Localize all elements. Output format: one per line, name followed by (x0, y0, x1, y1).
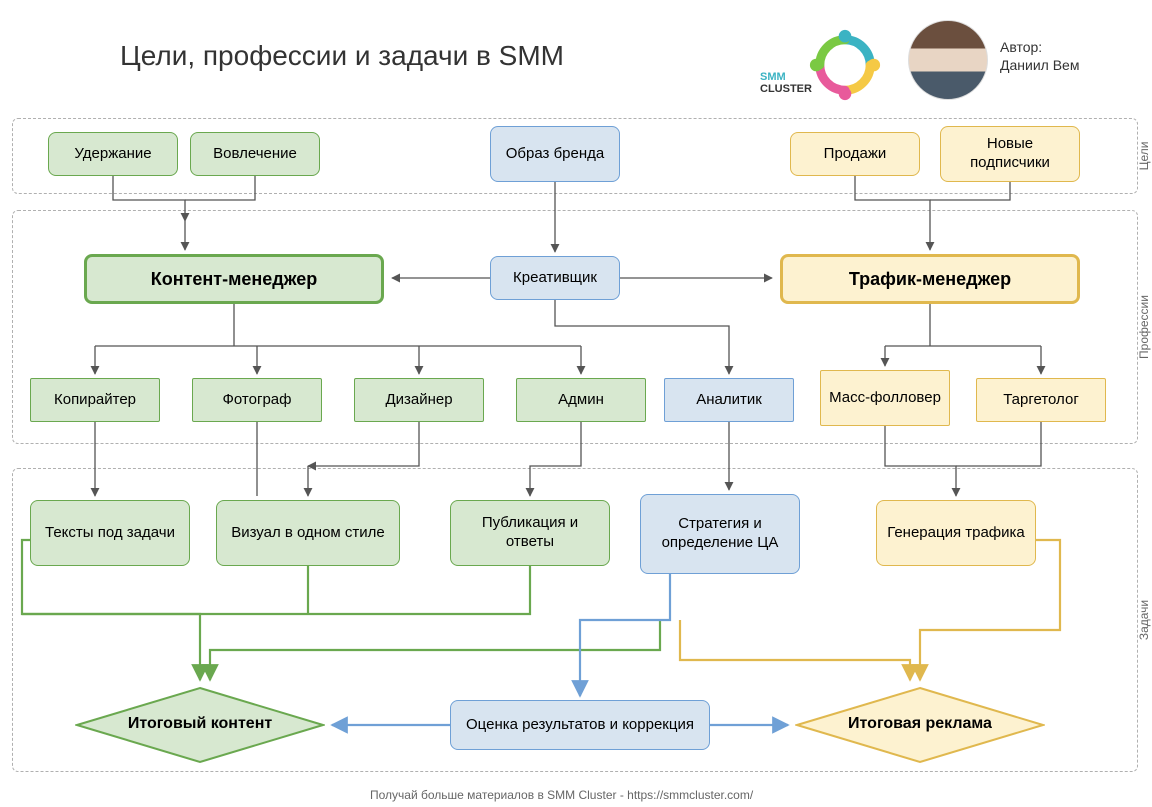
node-g_subs: Новые подписчики (940, 126, 1080, 182)
node-g_sales: Продажи (790, 132, 920, 176)
node-t_traffic: Генерация трафика (876, 500, 1036, 566)
section-label-roles: Профессии (1137, 295, 1151, 359)
node-r_content: Контент-менеджер (84, 254, 384, 304)
node-p_photo: Фотограф (192, 378, 322, 422)
page-title: Цели, профессии и задачи в SMM (120, 40, 564, 72)
node-t_visual: Визуал в одном стиле (216, 500, 400, 566)
node-p_mass: Масс-фолловер (820, 370, 950, 426)
author-name: Даниил Вем (1000, 57, 1079, 73)
node-g_brand: Образ бренда (490, 126, 620, 182)
node-t_pub: Публикация и ответы (450, 500, 610, 566)
author-avatar (908, 20, 988, 100)
diamond-label-d_content: Итоговый контент (95, 715, 305, 733)
section-label-goals: Цели (1137, 142, 1151, 171)
node-p_copy: Копирайтер (30, 378, 160, 422)
author-label: Автор: Даниил Вем (1000, 38, 1079, 74)
node-t_texts: Тексты под задачи (30, 500, 190, 566)
node-p_admin: Админ (516, 378, 646, 422)
footer-text: Получай больше материалов в SMM Cluster … (370, 788, 753, 802)
section-label-tasks: Задачи (1137, 600, 1151, 640)
node-r_traffic: Трафик-менеджер (780, 254, 1080, 304)
node-p_design: Дизайнер (354, 378, 484, 422)
node-r_creative: Креативщик (490, 256, 620, 300)
node-p_target: Таргетолог (976, 378, 1106, 422)
logo-text-1: SMM (760, 72, 786, 83)
logo-text-2: CLUSTER (760, 84, 812, 95)
node-res_eval: Оценка результатов и коррекция (450, 700, 710, 750)
node-p_analyst: Аналитик (664, 378, 794, 422)
node-t_strat: Стратегия и определение ЦА (640, 494, 800, 574)
node-g_ret: Удержание (48, 132, 178, 176)
node-g_eng: Вовлечение (190, 132, 320, 176)
diamond-label-d_ads: Итоговая реклама (815, 715, 1025, 733)
smm-cluster-logo: SMM CLUSTER (760, 20, 890, 110)
author-label-text: Автор: (1000, 39, 1042, 55)
